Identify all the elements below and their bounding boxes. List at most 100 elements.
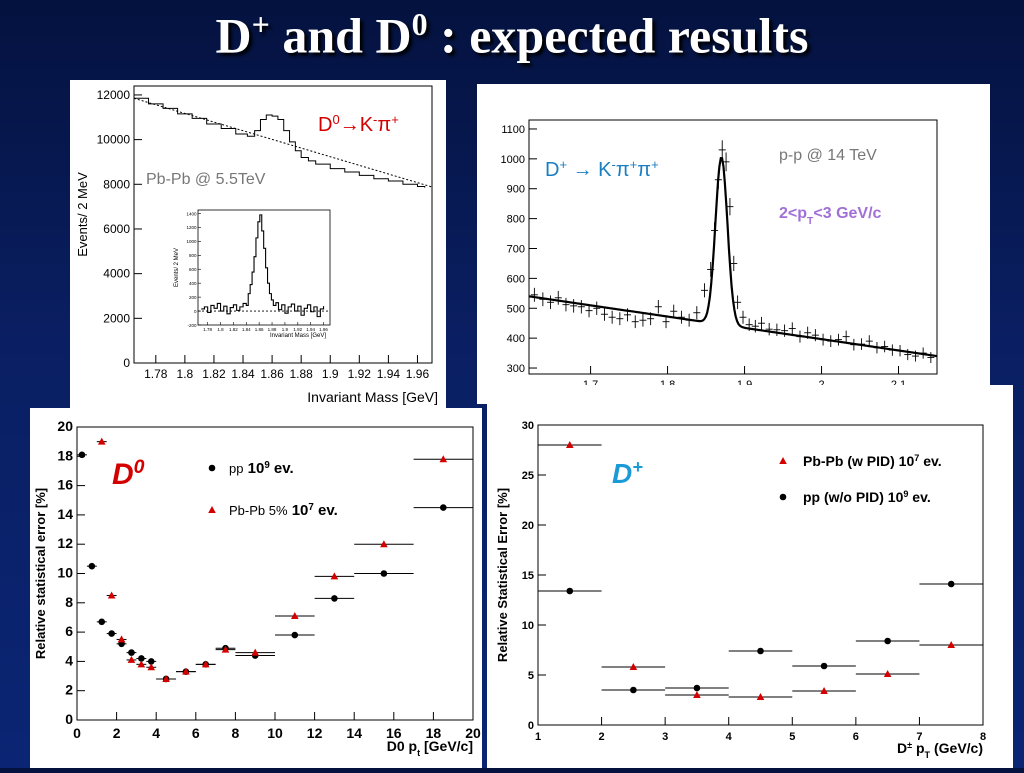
y-tick-label: 400 [507, 333, 525, 345]
data-point [904, 349, 912, 361]
pbpb-point [251, 648, 259, 656]
y-tick-label: 12000 [97, 88, 131, 102]
data-point [757, 316, 765, 330]
x-tick-label: 14 [346, 725, 362, 741]
plot-frame [133, 85, 433, 364]
x-axis-label: D0 pt [GeV/c] [387, 738, 473, 758]
legend-pbpb-label-part: Pb-Pb 5% [229, 503, 288, 518]
d0-error-panel: 0 2 4 6 8 10 12 14 16 18 20 0 2 4 6 8 10 12 14 16 18 20 Relati… [30, 408, 482, 768]
inset-y-tick-label: 200 [189, 295, 197, 300]
data-point [834, 333, 842, 346]
data-point [639, 313, 647, 327]
y-tick-label: 10 [522, 620, 534, 632]
data-point [600, 307, 608, 321]
decay-channel-label-part: + [391, 112, 399, 127]
x-tick-label: 0 [73, 725, 81, 741]
pbpb-point [380, 540, 388, 548]
x-tick-label: 4 [726, 731, 733, 743]
data-point [881, 340, 889, 353]
x-axis-label: Invariant Mass [GeV] [307, 389, 438, 405]
inset-y-tick-label: 400 [189, 281, 197, 286]
decay-channel-label-part: →K [340, 114, 374, 136]
data-point [865, 335, 873, 348]
x-axis-label: D± pT (GeV/c) [897, 740, 983, 760]
d0-title-part: 0 [134, 456, 145, 478]
slide-title: D+ and D0 : expected results [0, 6, 1024, 65]
decay-channel-label-part: + [630, 157, 638, 172]
data-point [707, 261, 715, 277]
decay-channel-label-part: D [318, 114, 332, 136]
y-tick-label: 4 [65, 652, 73, 668]
data-point [593, 301, 601, 315]
x-tick-label: 1.9 [322, 367, 339, 381]
legend-pbpb-label: Pb-Pb (w PID) 107 ev. [803, 453, 942, 469]
legend-pp-label-part: 10 [243, 460, 264, 477]
legend-pp-marker [208, 464, 216, 472]
legend-pbpb-label-part: 7 [308, 502, 313, 513]
legend-pp-label-part: 10 [884, 489, 904, 505]
data-point [701, 283, 709, 298]
x-axis-label-part: ± [907, 740, 912, 750]
y-tick-label: 16 [57, 477, 73, 493]
pp-point [566, 587, 574, 595]
x-tick-label: 1.88 [289, 367, 313, 381]
pbpb-point [127, 655, 136, 663]
pbpb-point [107, 591, 116, 599]
y-tick-label: 600 [507, 273, 525, 285]
legend-pp-label-part: 9 [264, 460, 270, 471]
legend-pp-label: pp (w/o PID) 109 ev. [803, 489, 931, 505]
data-point [796, 330, 804, 343]
inset-x-tick-label: 1.86 [255, 327, 264, 332]
data-point [685, 313, 693, 327]
x-tick-label: 18 [426, 725, 442, 741]
pp-point [693, 684, 701, 692]
x-axis-label-part: D0 p [387, 738, 417, 754]
pp-point [98, 618, 106, 626]
inset-y-tick-label: 1000 [186, 239, 197, 244]
pbpb-point [820, 687, 828, 694]
x-tick-label: 6 [192, 725, 200, 741]
data-point [896, 345, 904, 357]
dplus-error-chart: 1 2 3 4 5 6 7 8 0 5 10 15 20 25 30 Relative Statistical… [495, 420, 986, 760]
y-tick-label: 14 [57, 506, 73, 522]
pbpb-point [693, 691, 701, 698]
data-point [670, 304, 678, 318]
x-axis-label-part: p [912, 740, 924, 756]
legend-pbpb-label-part: 10 [288, 502, 309, 519]
data-point [530, 287, 538, 302]
inset-x-tick-label: 1.82 [229, 327, 238, 332]
inset-x-tick-label: 1.92 [293, 327, 302, 332]
x-tick-label: 16 [386, 725, 402, 741]
collision-label: Pb-Pb @ 5.5TeV [146, 171, 266, 188]
legend-pbpb-label: Pb-Pb 5% 107 ev. [229, 502, 338, 520]
data-point [850, 338, 858, 351]
inset-x-tick-label: 1.94 [306, 327, 315, 332]
pbpb-point [147, 663, 156, 671]
x-tick-label: 1 [535, 731, 541, 743]
inset-y-tick-label: 1400 [186, 211, 197, 216]
d0-mass-chart: 1.78 1.8 1.82 1.84 1.86 1.88 1.9 1.92 1.94 1.96 0 2… [75, 85, 438, 405]
x-axis-label-part: D [897, 740, 907, 756]
dplus-title: D+ [612, 457, 643, 489]
pbpb-point [629, 663, 638, 670]
y-tick-label: 30 [522, 420, 534, 432]
pp-point [88, 562, 96, 570]
legend-pbpb-label-part: 7 [914, 453, 919, 463]
pbpb-point [756, 693, 765, 700]
y-tick-label: 2 [65, 682, 73, 698]
dplus-title-part: D [612, 458, 632, 489]
pp-point [331, 595, 338, 602]
decay-channel-label-part: + [651, 157, 659, 172]
x-tick-label: 5 [789, 731, 795, 743]
inset-y-tick-label: 600 [189, 267, 197, 272]
x-tick-label: 1.82 [202, 367, 226, 381]
data-point [888, 344, 896, 356]
data-point [562, 297, 570, 312]
legend-pp-label-part: ev. [908, 489, 930, 505]
pbpb-point [182, 667, 190, 675]
decay-channel-label-part: → K [567, 159, 612, 181]
inset-y-tick-label: 0 [194, 309, 197, 314]
x-tick-label: 2 [113, 725, 121, 741]
pbpb-point [97, 437, 106, 445]
inset-y-tick-label: -200 [187, 323, 197, 328]
